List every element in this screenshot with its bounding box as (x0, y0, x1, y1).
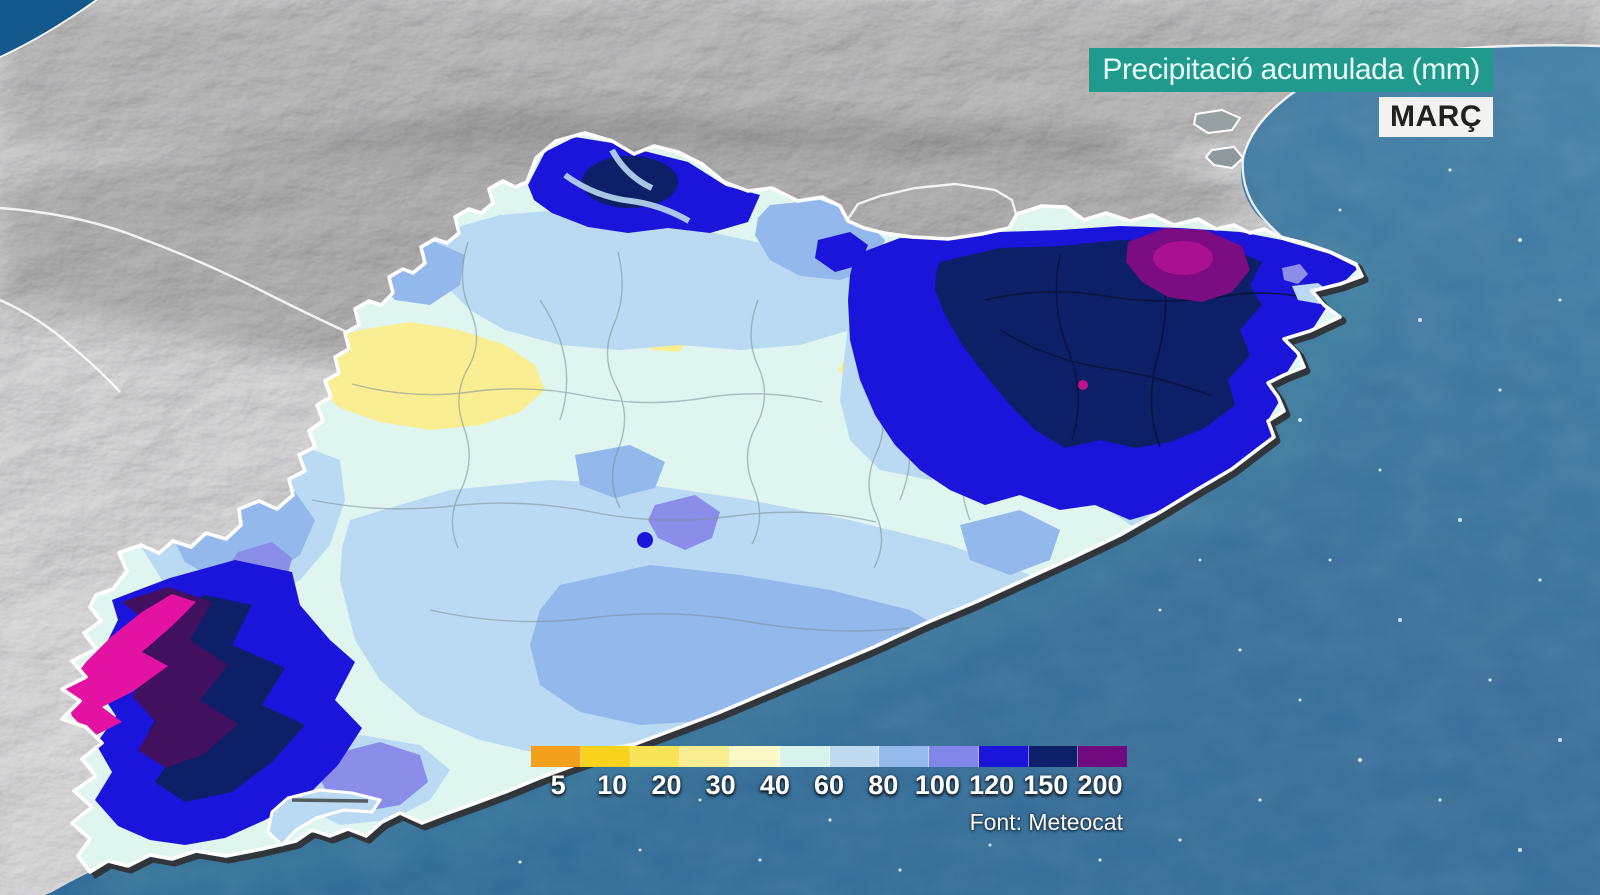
source-credit: Font: Meteocat (969, 809, 1123, 835)
legend-value: 5 (550, 770, 566, 800)
lagoons (1192, 108, 1245, 170)
legend-value: 200 (1077, 770, 1123, 800)
sea-northwest (0, 0, 100, 60)
month-badge: MARÇ (1379, 97, 1493, 137)
valley-streaks (563, 148, 691, 224)
legend-swatch (730, 746, 780, 767)
legend-value: 30 (705, 770, 736, 800)
legend-swatch (531, 746, 581, 767)
legend-value: 20 (651, 770, 682, 800)
page-title: Precipitació acumulada (mm) (1102, 53, 1480, 86)
coastline-northwest (0, 0, 100, 60)
delta-sandbar (291, 798, 369, 803)
legend-swatches (531, 746, 1127, 767)
legend-value: 60 (814, 770, 845, 800)
legend-swatch (929, 746, 979, 767)
legend-swatch (978, 746, 1029, 767)
legend-labels: 5 10 20 30 40 60 80 100 120 150 200 (531, 770, 1127, 801)
legend-swatch (680, 746, 730, 767)
legend-swatch (779, 746, 830, 767)
legend-value: 100 (914, 770, 960, 800)
legend-swatch (580, 746, 631, 767)
legend-value: 80 (868, 770, 899, 800)
ebro-delta (266, 788, 382, 847)
rain-extreme (64, 228, 1250, 768)
legend-value: 120 (969, 770, 1015, 800)
precipitation-legend: 5 10 20 30 40 60 80 100 120 150 200 Font: Meteocat (531, 746, 1127, 836)
legend-value: 40 (759, 770, 790, 800)
title-badge: Precipitació acumulada (mm) (1089, 48, 1493, 92)
legend-swatch (829, 746, 880, 767)
legend-swatch (1078, 746, 1127, 767)
legend-swatch (1028, 746, 1079, 767)
legend-value: 150 (1023, 770, 1069, 800)
legend-value: 10 (597, 770, 628, 800)
legend-swatch (630, 746, 681, 767)
andorra-border (845, 182, 1018, 223)
comarca-borders-dark (984, 249, 1326, 448)
legend-swatch (879, 746, 929, 767)
month-label: MARÇ (1390, 100, 1482, 133)
